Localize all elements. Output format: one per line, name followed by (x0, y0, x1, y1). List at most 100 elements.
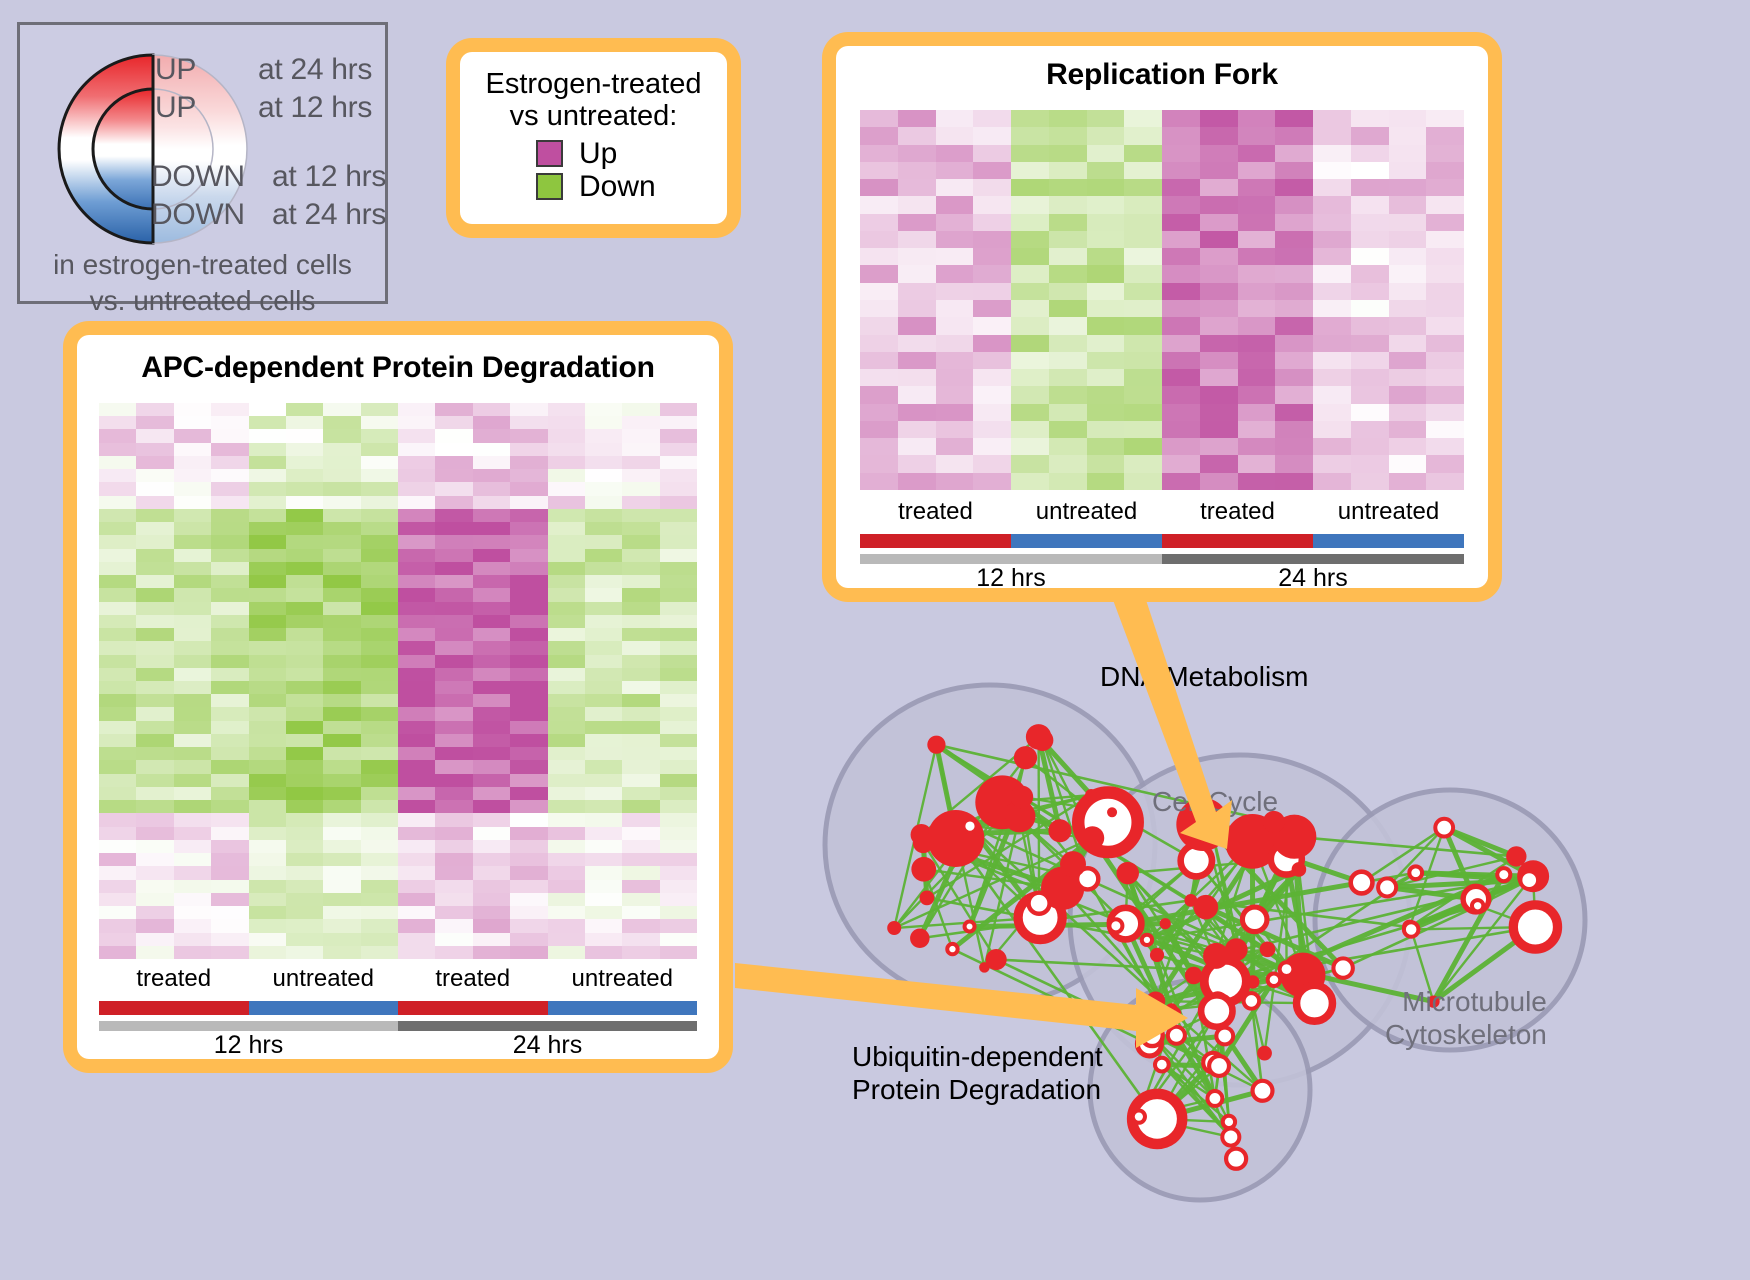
network-node (927, 810, 984, 867)
heatmap-cell (860, 369, 898, 386)
heatmap-cell (286, 760, 323, 773)
heatmap-cell (1124, 265, 1162, 282)
heatmap-cell (1011, 455, 1049, 472)
heatmap-cell (622, 668, 659, 681)
heatmap-cell (622, 655, 659, 668)
heatmap-cell (510, 707, 547, 720)
heatmap-cell (1162, 265, 1200, 282)
heatmap-cell (1275, 421, 1313, 438)
heatmap-cell (1389, 317, 1427, 334)
heatmap-cell (323, 535, 360, 548)
heatmap-cell (660, 681, 697, 694)
heatmap-cell (660, 535, 697, 548)
heatmap-cell (973, 248, 1011, 265)
heatmap-cell (898, 145, 936, 162)
heatmap-cell (1011, 473, 1049, 490)
heatmap-cell (1351, 473, 1389, 490)
heatmap-cell (860, 404, 898, 421)
network-node (1029, 893, 1050, 914)
heatmap-cell (435, 800, 472, 813)
heatmap-cell (510, 893, 547, 906)
heatmap-cell (622, 840, 659, 853)
heatmap-cell (99, 734, 136, 747)
heatmap-cell (860, 335, 898, 352)
network-node (1280, 962, 1294, 976)
heatmap-cell (660, 694, 697, 707)
heatmap-cell (1162, 248, 1200, 265)
cluster-label-microtubule: Microtubule Cytoskeleton (1385, 985, 1547, 1051)
heatmap-cell (1049, 404, 1087, 421)
heatmap-cell (361, 496, 398, 509)
time-bar-segment-1 (398, 1021, 697, 1031)
heatmap-cell (136, 655, 173, 668)
heatmap-cell (99, 668, 136, 681)
cluster-label-microtubule-line2: Cytoskeleton (1385, 1018, 1547, 1051)
heatmap-cell (435, 549, 472, 562)
network-node (1107, 807, 1117, 817)
heatmap-cell (622, 615, 659, 628)
heatmap-cell (1389, 438, 1427, 455)
heatmap-cell (548, 853, 585, 866)
heatmap-cell (1087, 110, 1125, 127)
heatmap-cell (286, 694, 323, 707)
heatmap-cell (174, 588, 211, 601)
heatmap-cell (174, 787, 211, 800)
heatmap-cell (660, 509, 697, 522)
heatmap-cell (622, 429, 659, 442)
heatmap-cell (1162, 369, 1200, 386)
network-node (963, 819, 976, 832)
heatmap-cell (1049, 352, 1087, 369)
heatmap-cell (860, 386, 898, 403)
heatmap-cell (1238, 179, 1276, 196)
heatmap-cell (1049, 317, 1087, 334)
heatmap-cell (1238, 335, 1276, 352)
heatmap-cell (585, 615, 622, 628)
heatmap-cell (1124, 110, 1162, 127)
heatmap-cell (898, 404, 936, 421)
heatmap-cell (211, 853, 248, 866)
heatmap-cell (898, 455, 936, 472)
heatmap-cell (398, 893, 435, 906)
heatmap-cell (1275, 162, 1313, 179)
wheel-direction-2: DOWN (151, 160, 245, 194)
network-node (1268, 973, 1281, 986)
heatmap-cell (361, 721, 398, 734)
heatmap-cell (1011, 352, 1049, 369)
heatmap-cell (936, 248, 974, 265)
heatmap-cell (1124, 248, 1162, 265)
heatmap-cell (622, 549, 659, 562)
heatmap-cell (435, 906, 472, 919)
heatmap-cell (99, 906, 136, 919)
heatmap-cell (898, 179, 936, 196)
heatmap-cell (860, 317, 898, 334)
heatmap-cell (174, 840, 211, 853)
up-swatch-icon (536, 140, 563, 167)
heatmap-cell (99, 549, 136, 562)
network-node (1014, 746, 1037, 769)
updown-key-title-line2: vs untreated: (468, 100, 719, 132)
heatmap-cell (435, 641, 472, 654)
heatmap-cell (1049, 162, 1087, 179)
network-node (927, 736, 945, 754)
heatmap-cell (286, 588, 323, 601)
heatmap-cell (660, 787, 697, 800)
heatmap-cell (510, 655, 547, 668)
heatmap-cell (174, 800, 211, 813)
heatmap-cell (1124, 404, 1162, 421)
heatmap-cell (1200, 421, 1238, 438)
heatmap-cell (99, 813, 136, 826)
heatmap-cell (660, 615, 697, 628)
heatmap-cell (361, 403, 398, 416)
heatmap-cell (174, 535, 211, 548)
heatmap-cell (660, 893, 697, 906)
heatmap-cell (249, 416, 286, 429)
heatmap-cell (435, 933, 472, 946)
heatmap-cell (435, 827, 472, 840)
heatmap-cell (136, 919, 173, 932)
heatmap-cell (361, 562, 398, 575)
heatmap-cell (936, 162, 974, 179)
heatmap-cell (585, 906, 622, 919)
heatmap-cell (286, 641, 323, 654)
replication-fork-title: Replication Fork (836, 46, 1488, 92)
